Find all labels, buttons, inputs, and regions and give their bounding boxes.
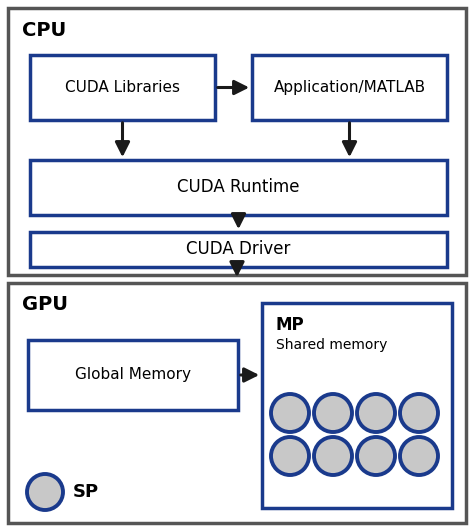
Text: Application/MATLAB: Application/MATLAB — [273, 80, 426, 95]
Text: CPU: CPU — [22, 21, 66, 39]
Circle shape — [357, 437, 395, 475]
Text: MP: MP — [276, 316, 305, 334]
Text: GPU: GPU — [22, 295, 68, 314]
Text: Global Memory: Global Memory — [75, 367, 191, 382]
Text: CUDA Driver: CUDA Driver — [186, 241, 291, 259]
Bar — [28, 340, 238, 410]
Text: CUDA Runtime: CUDA Runtime — [177, 178, 300, 196]
Circle shape — [314, 394, 352, 432]
Circle shape — [400, 394, 438, 432]
Text: SP: SP — [73, 483, 99, 501]
Text: Shared memory: Shared memory — [276, 338, 387, 352]
Bar — [8, 8, 466, 275]
Circle shape — [314, 437, 352, 475]
Bar — [262, 303, 452, 508]
Circle shape — [27, 474, 63, 510]
Bar — [8, 283, 466, 523]
Bar — [30, 160, 447, 215]
Circle shape — [271, 437, 309, 475]
Circle shape — [400, 437, 438, 475]
Circle shape — [357, 394, 395, 432]
Bar — [252, 55, 447, 120]
Bar — [30, 55, 215, 120]
Text: CUDA Libraries: CUDA Libraries — [65, 80, 180, 95]
Bar — [30, 232, 447, 267]
Circle shape — [271, 394, 309, 432]
